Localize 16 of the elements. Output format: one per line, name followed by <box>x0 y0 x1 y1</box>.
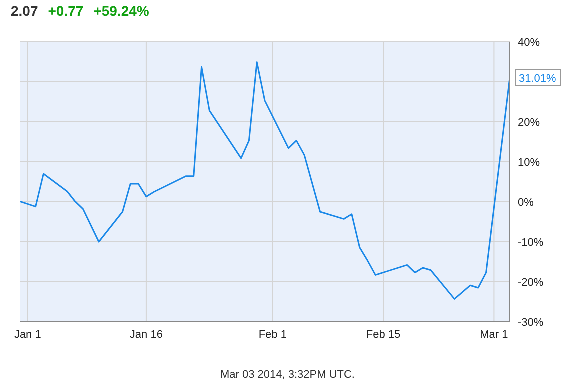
y-tick-label: 40% <box>518 36 540 49</box>
y-tick-label: 20% <box>518 116 540 129</box>
annotation: 31.01% <box>519 72 557 85</box>
y-tick-label: -20% <box>518 276 544 289</box>
chart-title: 2.07 +0.77 +59.24% <box>11 3 150 19</box>
text: Mar 03 2014, 3:32PM UTC. <box>220 369 355 381</box>
x-tick-label: Feb 1 <box>258 328 287 341</box>
y-tick-label: -10% <box>518 236 544 249</box>
y-tick-label: -30% <box>518 316 544 329</box>
x-tick-label: Jan 1 <box>14 328 42 341</box>
y-tick-label: 0% <box>518 196 534 209</box>
x-tick-label: Feb 15 <box>366 328 401 341</box>
x-tick-label: Mar 1 <box>480 328 508 341</box>
line-series <box>20 62 510 300</box>
x-tick-label: Jan 16 <box>130 328 163 341</box>
y-tick-label: 10% <box>518 156 540 169</box>
